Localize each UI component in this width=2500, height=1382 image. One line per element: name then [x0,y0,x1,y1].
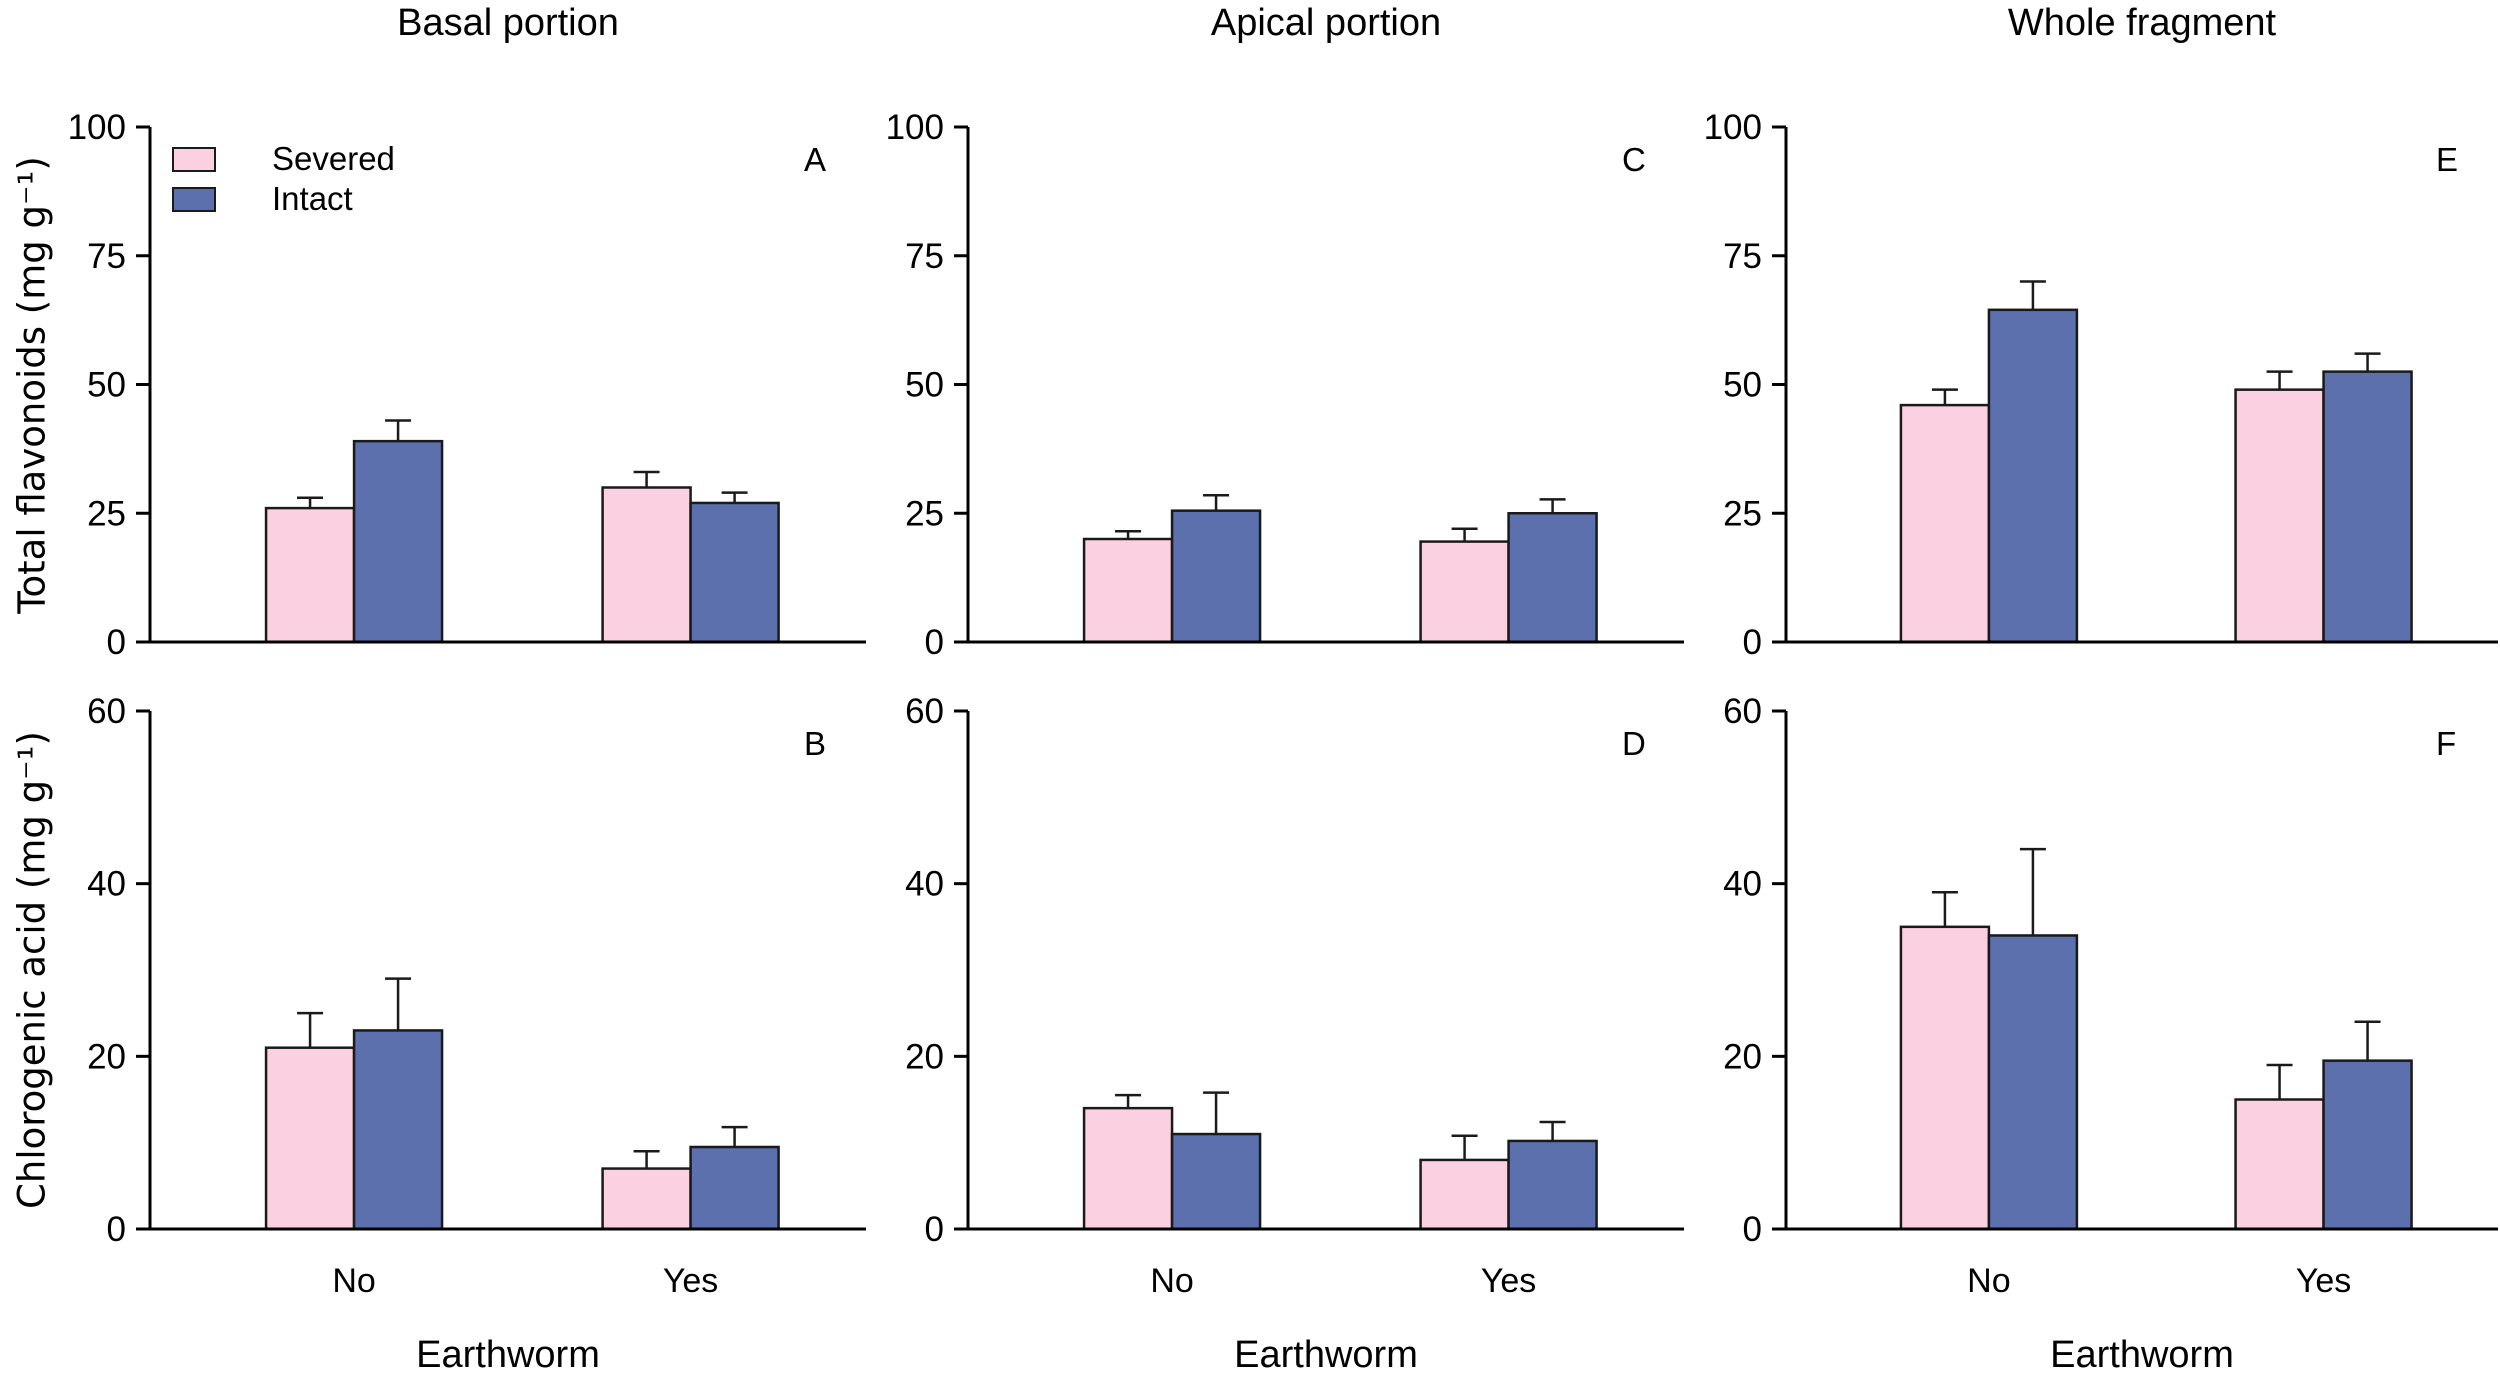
legend-label-intact: Intact [272,180,353,217]
bar-intact-yes [2322,370,2413,644]
panel-A: 0 25 50 75 100 [68,108,866,662]
column-title-basal: Basal portion [397,2,619,44]
panel-letter-f: F [2436,725,2457,762]
y-tick-label: 0 [925,1210,944,1249]
y-tick-label: 0 [107,1210,126,1249]
bar-severed-no [1899,403,1991,644]
x-tick-label-yes: Yes [2295,1262,2352,1300]
legend-swatch-severed [172,147,216,172]
bar-severed-yes [601,486,692,644]
y-tick-label: 50 [1723,366,1762,405]
y-tick-label: 40 [1723,865,1762,904]
bar-severed-yes [2234,1098,2325,1231]
bar-intact-no [1170,509,1262,644]
x-tick-label-no: No [1150,1262,1194,1300]
column-title-apical: Apical portion [1210,2,1442,44]
x-axis-title-earthworm: Earthworm [2050,1334,2234,1376]
bar-severed-yes [1419,1158,1510,1231]
y-tick-label: 0 [925,623,944,662]
bar-severed-no [264,506,356,644]
x-tick-label-no: No [332,1262,376,1300]
bar-intact-yes [1507,1139,1598,1231]
panel-E: 0 25 50 75 100 [1704,108,2498,662]
bar-severed-yes [1419,540,1510,644]
y-tick-label: 100 [1704,108,1762,147]
bar-intact-yes [689,1145,780,1231]
column-title-whole: Whole fragment [2007,2,2277,44]
y-tick-label: 75 [87,237,126,276]
y-tick-label: 25 [1723,494,1762,533]
x-tick-label-no: No [1967,1262,2011,1300]
y-tick-label: 20 [1723,1037,1762,1076]
panel-letter-a: A [804,141,827,178]
y-tick-label: 25 [87,494,126,533]
panel-C: 0 25 50 75 100 [886,108,1684,662]
y-tick-label: 60 [87,692,126,731]
y-tick-label: 0 [107,623,126,662]
y-tick-label: 75 [905,237,944,276]
bar-severed-no [264,1046,356,1231]
legend-label-severed: Severed [272,140,395,177]
panel-letter-e: E [2436,141,2459,178]
y-tick-label: 100 [886,108,944,147]
y-tick-label: 20 [905,1037,944,1076]
bar-intact-yes [689,501,780,644]
x-axis-title-earthworm: Earthworm [416,1334,600,1376]
bar-intact-no [1987,934,2079,1231]
x-tick-label-yes: Yes [662,1262,719,1300]
bar-intact-no [1170,1132,1262,1231]
y-tick-label: 0 [1743,1210,1762,1249]
panel-B: 0 20 40 60 [87,692,866,1249]
bar-severed-no [1899,925,1991,1231]
bar-severed-no [1082,537,1174,644]
y-tick-label: 75 [1723,237,1762,276]
y-tick-label: 100 [68,108,126,147]
bar-intact-no [352,1029,444,1231]
bar-severed-yes [2234,388,2325,644]
y-tick-label: 40 [87,865,126,904]
panel-letter-c: C [1622,141,1646,178]
y-tick-label: 60 [1723,692,1762,731]
y-tick-label: 20 [87,1037,126,1076]
x-axis-title-earthworm: Earthworm [1234,1334,1418,1376]
bar-severed-no [1082,1106,1174,1231]
y-tick-label: 0 [1743,623,1762,662]
bar-intact-no [352,439,444,644]
panel-D: 0 20 40 60 [905,692,1684,1249]
y-axis-title-flavonoids: Total flavonoids (mg g⁻¹) [10,155,54,614]
panel-letter-b: B [804,725,827,762]
y-tick-label: 50 [905,366,944,405]
y-tick-label: 40 [905,865,944,904]
y-tick-label: 50 [87,366,126,405]
panel-letter-d: D [1622,725,1646,762]
bar-severed-yes [601,1167,692,1231]
y-tick-label: 25 [905,494,944,533]
legend-swatch-intact [172,187,216,212]
bar-intact-yes [1507,512,1598,644]
y-tick-label: 60 [905,692,944,731]
bar-intact-yes [2322,1059,2413,1231]
y-axis-title-chlorogenic: Chlorogenic acid (mg g⁻¹) [10,731,54,1209]
x-tick-label-yes: Yes [1480,1262,1537,1300]
panel-F: 0 20 40 60 [1723,692,2498,1249]
bar-intact-no [1987,308,2079,644]
